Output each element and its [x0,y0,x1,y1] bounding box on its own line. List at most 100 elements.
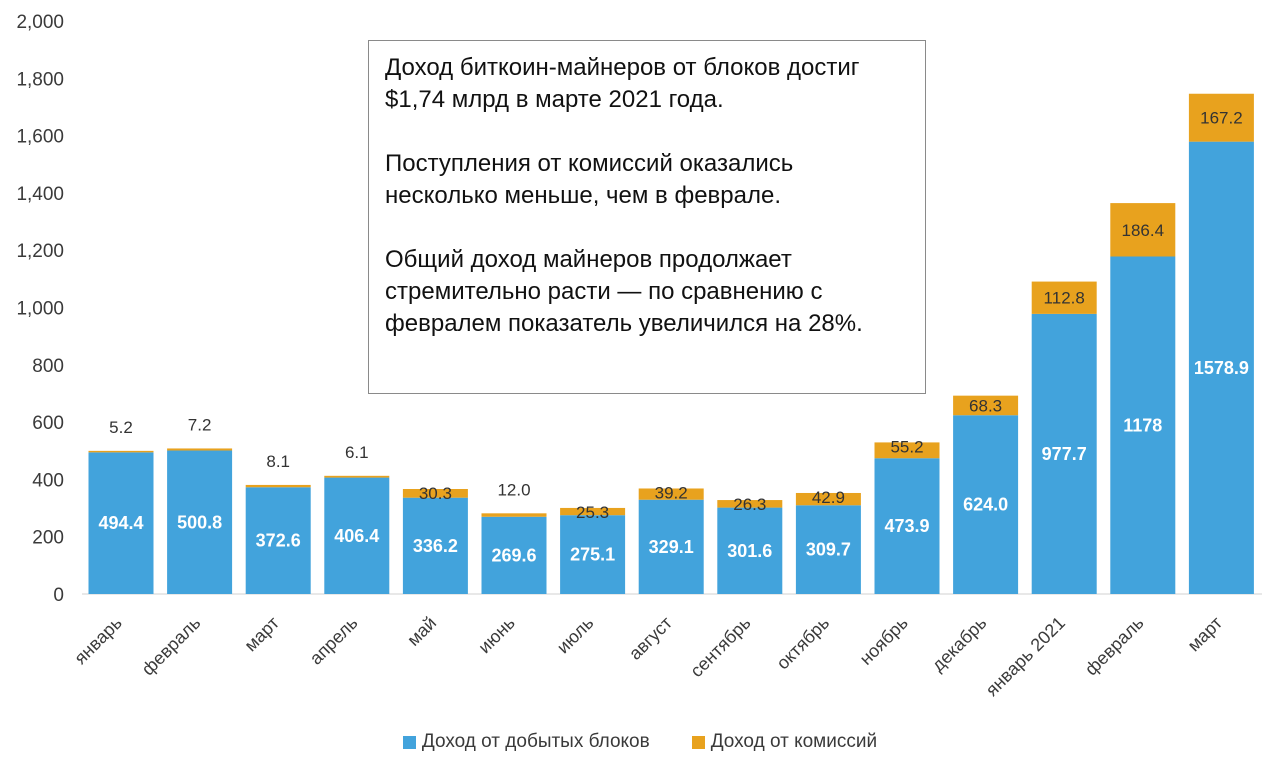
bar-fees [1188,93,1254,142]
legend-item-blocks: Доход от добытых блоков [402,731,650,753]
bar-fees [88,450,154,453]
bar-blocks [560,515,626,594]
data-label-blocks: 269.6 [491,545,536,565]
x-tick-label: февраль [1081,613,1148,680]
data-label-blocks: 1578.9 [1194,358,1249,378]
y-tick-label: 2,000 [16,12,64,33]
data-label-fees: 25.3 [576,503,609,522]
x-tick-label: май [403,613,440,650]
data-label-blocks: 977.7 [1042,444,1087,464]
bar-fees [1031,281,1097,314]
data-label-fees: 6.1 [345,443,369,462]
bar-fees [874,442,940,459]
y-tick-label: 200 [32,528,64,549]
data-label-blocks: 336.2 [413,536,458,556]
y-tick-label: 600 [32,413,64,434]
bar-fees [795,492,861,506]
x-tick-label: апрель [306,613,362,669]
bar-blocks [245,487,311,594]
x-tick-label: март [240,613,283,656]
x-tick-label: август [625,613,676,664]
bar-blocks [88,452,154,594]
bar-blocks [874,458,940,594]
bar-fees [717,500,783,508]
x-tick-label: ноябрь [856,613,912,669]
bar-fees [1110,203,1176,257]
data-label-fees: 30.3 [419,484,452,503]
y-tick-label: 0 [53,585,64,606]
y-tick-label: 400 [32,470,64,491]
bar-fees [638,488,704,500]
bar-fees [324,475,390,478]
legend-swatch-fees [691,735,705,749]
data-label-fees: 42.9 [812,488,845,507]
bar-fees [560,507,626,516]
data-label-fees: 112.8 [1044,289,1085,308]
bars-group [88,93,1254,595]
bar-fees [167,448,233,451]
legend-label-fees: Доход от комиссий [710,731,878,752]
data-label-fees: 55.2 [890,437,923,456]
data-label-fees: 7.2 [188,415,212,434]
x-tick-label: июль [553,613,598,658]
y-tick-label: 1,800 [16,69,64,90]
data-label-fees: 5.2 [109,418,133,437]
data-label-fees: 68.3 [969,396,1002,415]
data-label-blocks: 301.6 [727,541,772,561]
annotation-paragraph-2: Поступления от комиссий оказались нескол… [385,150,794,209]
annotation-paragraph-1: Доход биткоин-майнеров от блоков достиг … [385,54,860,113]
bar-blocks [1188,141,1254,595]
bar-blocks [1031,313,1097,594]
bar-blocks [1110,256,1176,594]
x-tick-label: март [1184,613,1227,656]
annotation-paragraph-3: Общий доход майнеров продолжает стремите… [385,246,863,337]
y-tick-label: 1,400 [16,184,64,205]
bar-blocks [402,497,468,594]
x-tick-label: январь 2021 [982,613,1069,700]
y-tick-label: 1,000 [16,299,64,320]
data-label-blocks: 406.4 [334,526,379,546]
data-label-fees: 8.1 [266,452,290,471]
data-label-blocks: 473.9 [884,516,929,536]
data-label-blocks: 500.8 [177,512,222,532]
bar-fees [481,513,547,517]
bar-blocks [953,415,1019,594]
bar-fees [953,395,1019,416]
y-axis: 0 200 400 600 800 1,000 1,200 1,400 1,600 1,800 2,… [16,12,64,606]
data-label-blocks: 372.6 [256,531,301,551]
x-tick-label: октябрь [773,613,834,674]
bar-blocks [795,505,861,594]
bar-blocks [167,450,233,594]
data-label-blocks: 494.4 [98,513,143,533]
data-label-blocks: 309.7 [806,540,851,560]
y-tick-label: 800 [32,356,64,377]
data-label-blocks: 275.1 [570,545,615,565]
bar-blocks [324,477,390,594]
data-label-blocks: 329.1 [649,537,694,557]
bar-blocks [717,507,783,594]
bar-blocks [481,516,547,594]
bar-blocks [638,499,704,594]
data-label-fees: 39.2 [655,483,688,502]
x-tick-label: июнь [474,613,518,657]
x-tick-label: сентябрь [686,613,754,681]
x-tick-label: февраль [138,613,205,680]
bar-fees [245,484,311,488]
data-label-fees: 167.2 [1200,109,1243,128]
y-tick-label: 1,200 [16,241,64,262]
data-label-blocks: 1178 [1123,415,1162,435]
bar-fees [402,488,468,498]
data-labels-group: 494.4 5.2 500.8 7.2 372.6 8.1 406.4 6.1 336.2 30.… [98,109,1248,566]
annotation-box: Доход биткоин-майнеров от блоков достиг … [368,40,926,394]
data-label-fees: 12.0 [497,480,530,499]
data-label-fees: 26.3 [733,495,766,514]
legend-swatch-blocks [402,735,416,749]
legend-label-blocks: Доход от добытых блоков [421,731,650,752]
x-tick-label: декабрь [928,613,991,676]
y-tick-label: 1,600 [16,127,64,148]
data-label-fees: 186.4 [1122,221,1165,240]
legend-item-fees: Доход от комиссий [691,731,878,753]
legend: Доход от добытых блоков Доход от комисси… [0,731,1280,753]
x-axis: январь февраль март апрель май июнь июль август… [70,613,1226,700]
